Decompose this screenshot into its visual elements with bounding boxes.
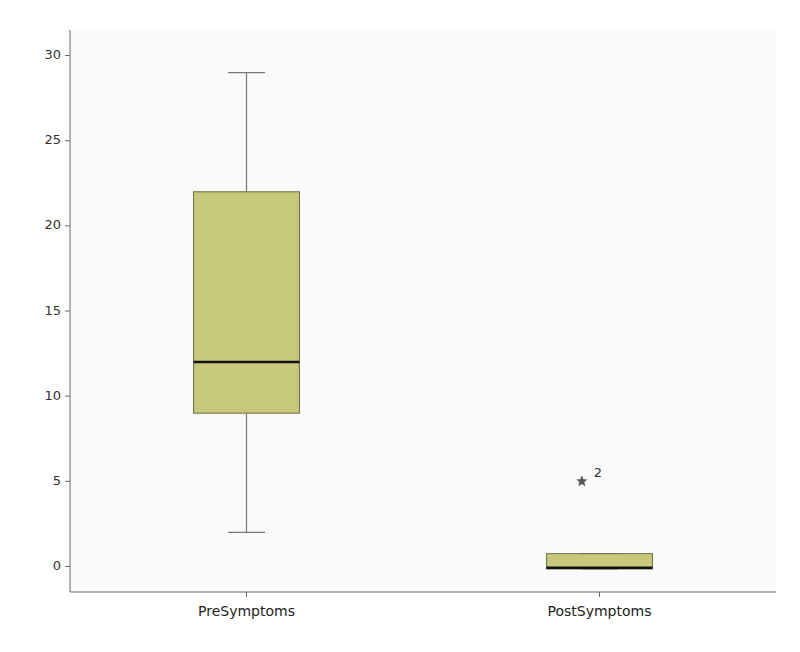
chart-container: 0 5 10 15 20 25 30 PreSymptoms PostSymptoms 2: [0, 0, 800, 652]
y-tick: [65, 481, 70, 482]
y-tick-label: 10: [44, 388, 61, 403]
whisker-cap-high: [228, 72, 265, 73]
y-tick: [65, 396, 70, 397]
x-axis-line: [70, 592, 776, 593]
x-tick: [246, 592, 247, 597]
whisker-low: [246, 413, 247, 532]
box-group: [194, 73, 300, 533]
y-tick-label: 25: [44, 132, 61, 147]
x-tick: [599, 592, 600, 597]
y-tick: [65, 55, 70, 56]
axes: 0 5 10 15 20 25 30 PreSymptoms PostSymptoms: [44, 30, 776, 619]
annotations: 2: [594, 465, 602, 480]
chart: 0 5 10 15 20 25 30 PreSymptoms PostSymptoms 2: [0, 0, 800, 652]
box-group: [547, 475, 653, 569]
outlier: [576, 475, 587, 486]
y-tick: [65, 225, 70, 226]
x-tick-label: PreSymptoms: [198, 603, 295, 619]
median: [547, 567, 653, 570]
boxes: [194, 73, 653, 569]
plot-area: [70, 30, 776, 592]
y-tick: [65, 566, 70, 567]
x-tick-label: PostSymptoms: [548, 603, 652, 619]
box: [194, 192, 300, 413]
y-tick-label: 0: [53, 558, 61, 573]
y-tick-label: 20: [44, 217, 61, 232]
y-tick-label: 15: [44, 303, 61, 318]
y-tick-label: 30: [44, 47, 61, 62]
whisker-cap-low: [228, 532, 265, 533]
whisker-high: [246, 73, 247, 192]
y-tick: [65, 140, 70, 141]
median: [194, 361, 300, 364]
outlier-label: 2: [594, 465, 602, 480]
y-tick-label: 5: [53, 473, 61, 488]
y-tick: [65, 311, 70, 312]
box: [547, 554, 653, 569]
